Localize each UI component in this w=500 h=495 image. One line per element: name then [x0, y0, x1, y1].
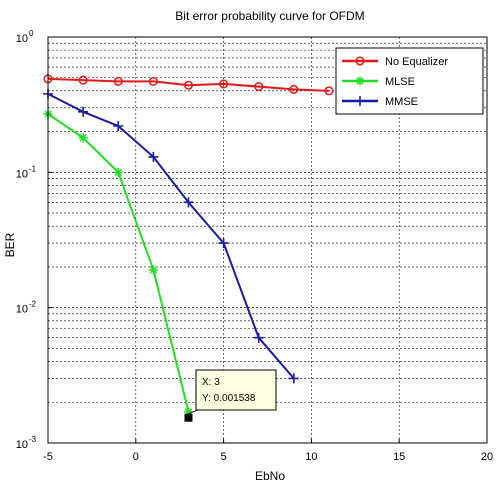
data-point — [78, 133, 88, 143]
datatip-x: X: 3 — [202, 377, 220, 388]
y-axis-label: BER — [3, 232, 17, 257]
data-point — [183, 407, 193, 417]
y-tick-label: 10 — [16, 439, 28, 451]
data-point — [219, 79, 229, 89]
plot-border — [47, 36, 488, 444]
y-tick-exponent: -2 — [29, 300, 37, 309]
data-point — [113, 76, 123, 86]
x-tick-label: 15 — [393, 451, 405, 463]
y-tick-label: 10 — [16, 168, 28, 180]
series-layer — [43, 74, 334, 417]
data-point — [113, 120, 124, 131]
data-point — [289, 84, 299, 94]
data-point — [324, 86, 334, 96]
y-tick-exponent: 0 — [29, 29, 34, 38]
datatip[interactable]: X: 3 Y: 0.001538 — [184, 369, 277, 422]
data-point — [355, 96, 365, 106]
series-line — [47, 93, 295, 380]
legend-label: No Equalizer — [385, 56, 448, 68]
x-tick-label: 20 — [481, 451, 493, 463]
data-point — [288, 373, 299, 384]
data-point — [78, 106, 89, 117]
series-line — [47, 77, 330, 92]
data-point — [183, 197, 194, 208]
data-point — [253, 332, 264, 343]
data-point — [355, 56, 365, 66]
data-point — [183, 80, 194, 90]
data-point — [113, 167, 123, 177]
y-tick-exponent: -3 — [29, 435, 37, 444]
data-point — [148, 151, 159, 162]
data-point — [148, 265, 158, 275]
y-tick-label: 10 — [16, 33, 28, 45]
legend-label: MMSE — [385, 96, 418, 108]
data-point — [254, 82, 264, 92]
series-0 — [43, 74, 334, 96]
data-point — [355, 76, 365, 86]
legend-label: MLSE — [385, 76, 415, 88]
legend: No Equalizer MLSE MMSE — [335, 47, 484, 115]
datatip-box — [195, 369, 277, 411]
datatip-pointer — [188, 409, 199, 415]
y-tick-label: 10 — [16, 304, 28, 316]
chart-title: Bit error probability curve for OFDM — [175, 9, 364, 23]
datatip-marker — [184, 413, 193, 422]
x-tick-label: -5 — [43, 451, 53, 463]
x-tick-label: 10 — [305, 451, 317, 463]
x-tick-label: 5 — [221, 451, 227, 463]
datatip-y: Y: 0.001538 — [202, 393, 256, 404]
data-point — [218, 238, 229, 249]
data-point — [78, 75, 88, 85]
x-axis-label: EbNo — [255, 469, 285, 483]
x-tick-label: 0 — [133, 451, 139, 463]
y-tick-exponent: -1 — [29, 164, 37, 173]
data-point — [148, 76, 158, 86]
x-axis-ticks: -5 0 5 10 15 20 — [43, 439, 493, 463]
